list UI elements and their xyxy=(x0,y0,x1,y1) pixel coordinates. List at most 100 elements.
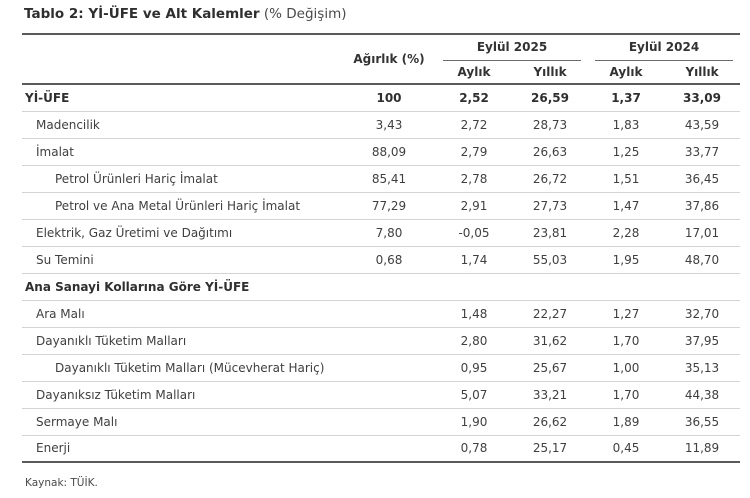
cell-yillik-2024: 11,89 xyxy=(664,434,740,462)
row-label: Su Temini xyxy=(22,245,342,273)
cell-yillik-2025: 23,81 xyxy=(512,218,588,246)
cell-aylik-2025: 5,07 xyxy=(436,380,512,408)
cell-weight: 77,29 xyxy=(342,191,436,219)
cell-aylik-2025: 2,79 xyxy=(436,137,512,165)
header-group-label-2024: Eylül 2024 xyxy=(595,36,733,61)
cell-yillik-2025: 28,73 xyxy=(512,110,588,138)
table-header: Ağırlık (%) Eylül 2025 Eylül 2024 Aylık … xyxy=(22,34,740,84)
header-weight: Ağırlık (%) xyxy=(353,52,425,66)
table-row: Ana Sanayi Kollarına Göre Yİ-ÜFE xyxy=(22,272,740,300)
cell-yillik-2024: 48,70 xyxy=(664,245,740,273)
data-table: Ağırlık (%) Eylül 2025 Eylül 2024 Aylık … xyxy=(22,33,740,463)
table-row: Yİ-ÜFE 100 2,52 26,59 1,37 33,09 xyxy=(22,84,740,111)
table-row: Sermaye Malı 1,90 26,62 1,89 36,55 xyxy=(22,407,740,435)
cell-weight xyxy=(342,299,436,327)
cell-aylik-2024: 1,00 xyxy=(588,353,664,381)
table-row: Dayanıksız Tüketim Malları 5,07 33,21 1,… xyxy=(22,380,740,408)
cell-yillik-2024: 43,59 xyxy=(664,110,740,138)
cell-yillik-2024: 36,45 xyxy=(664,164,740,192)
row-label: Petrol Ürünleri Hariç İmalat xyxy=(22,164,342,192)
cell-yillik-2025: 25,17 xyxy=(512,434,588,462)
cell-weight: 88,09 xyxy=(342,137,436,165)
row-label: Ana Sanayi Kollarına Göre Yİ-ÜFE xyxy=(22,272,342,300)
table-row: Ara Malı 1,48 22,27 1,27 32,70 xyxy=(22,299,740,327)
table-row: Elektrik, Gaz Üretimi ve Dağıtımı 7,80 -… xyxy=(22,218,740,246)
header-yillik-2024: Yıllık xyxy=(685,65,719,79)
cell-aylik-2024: 1,83 xyxy=(588,110,664,138)
cell-yillik-2025: 25,67 xyxy=(512,353,588,381)
cell-yillik-2025: 26,63 xyxy=(512,137,588,165)
table-row: Petrol Ürünleri Hariç İmalat 85,41 2,78 … xyxy=(22,164,740,192)
header-group-label-2025: Eylül 2025 xyxy=(443,36,581,61)
source-note: Kaynak: TÜİK. xyxy=(25,477,98,489)
cell-yillik-2024: 17,01 xyxy=(664,218,740,246)
cell-yillik-2024: 36,55 xyxy=(664,407,740,435)
cell-weight xyxy=(342,353,436,381)
cell-yillik-2025: 26,59 xyxy=(531,90,569,105)
cell-aylik-2024: 0,45 xyxy=(588,434,664,462)
table-row: Enerji 0,78 25,17 0,45 11,89 xyxy=(22,434,740,462)
cell-yillik-2025: 33,21 xyxy=(512,380,588,408)
table-row: Su Temini 0,68 1,74 55,03 1,95 48,70 xyxy=(22,245,740,273)
cell-weight: 100 xyxy=(376,90,402,105)
cell-aylik-2025: 0,78 xyxy=(436,434,512,462)
row-label: Enerji xyxy=(22,434,342,462)
cell-aylik-2025: 2,91 xyxy=(436,191,512,219)
header-year-row: Ağırlık (%) Eylül 2025 Eylül 2024 xyxy=(22,34,740,66)
cell-weight xyxy=(342,326,436,354)
table-title-suffix: (% Değişim) xyxy=(259,6,347,22)
cell-yillik-2025: 22,27 xyxy=(512,299,588,327)
cell-weight xyxy=(342,407,436,435)
table-body: Yİ-ÜFE 100 2,52 26,59 1,37 33,09 Madenci… xyxy=(22,84,740,462)
cell-yillik-2024: 37,95 xyxy=(664,326,740,354)
cell-weight: 85,41 xyxy=(342,164,436,192)
cell-yillik-2024: 32,70 xyxy=(664,299,740,327)
cell-aylik-2025: 2,80 xyxy=(436,326,512,354)
table-title: Tablo 2: Yİ-ÜFE ve Alt Kalemler xyxy=(24,6,260,22)
cell-aylik-2025: 2,72 xyxy=(436,110,512,138)
row-label: Yİ-ÜFE xyxy=(25,90,70,105)
row-label: Dayanıksız Tüketim Malları xyxy=(22,380,342,408)
cell-weight: 3,43 xyxy=(342,110,436,138)
row-label: İmalat xyxy=(22,137,342,165)
cell-yillik-2025 xyxy=(512,272,588,300)
cell-aylik-2025: 1,74 xyxy=(436,245,512,273)
row-label: Elektrik, Gaz Üretimi ve Dağıtımı xyxy=(22,218,342,246)
cell-aylik-2024: 1,51 xyxy=(588,164,664,192)
cell-yillik-2025: 26,72 xyxy=(512,164,588,192)
header-aylik-2025: Aylık xyxy=(457,65,491,79)
table-row: Dayanıklı Tüketim Malları (Mücevherat Ha… xyxy=(22,353,740,381)
header-sub-row: Aylık Yıllık Aylık Yıllık xyxy=(22,61,740,84)
cell-weight xyxy=(342,272,436,300)
cell-aylik-2025 xyxy=(436,272,512,300)
row-label: Sermaye Malı xyxy=(22,407,342,435)
cell-aylik-2025: -0,05 xyxy=(436,218,512,246)
cell-yillik-2024: 35,13 xyxy=(664,353,740,381)
row-label: Petrol ve Ana Metal Ürünleri Hariç İmala… xyxy=(22,191,342,219)
cell-aylik-2025: 1,90 xyxy=(436,407,512,435)
cell-weight: 0,68 xyxy=(342,245,436,273)
cell-aylik-2024: 1,70 xyxy=(588,326,664,354)
cell-weight xyxy=(342,434,436,462)
data-table-wrapper: Ağırlık (%) Eylül 2025 Eylül 2024 Aylık … xyxy=(22,33,740,463)
cell-yillik-2024: 33,77 xyxy=(664,137,740,165)
cell-yillik-2025: 31,62 xyxy=(512,326,588,354)
cell-yillik-2024: 44,38 xyxy=(664,380,740,408)
cell-aylik-2024: 1,25 xyxy=(588,137,664,165)
cell-yillik-2025: 27,73 xyxy=(512,191,588,219)
cell-yillik-2024 xyxy=(664,272,740,300)
cell-yillik-2025: 26,62 xyxy=(512,407,588,435)
header-group-eylul-2025: Eylül 2025 xyxy=(436,34,588,61)
row-label: Dayanıklı Tüketim Malları xyxy=(22,326,342,354)
table-row: Madencilik 3,43 2,72 28,73 1,83 43,59 xyxy=(22,110,740,138)
cell-weight xyxy=(342,380,436,408)
table-row: Dayanıklı Tüketim Malları 2,80 31,62 1,7… xyxy=(22,326,740,354)
header-empty-cell xyxy=(22,34,342,61)
cell-weight: 7,80 xyxy=(342,218,436,246)
cell-aylik-2024: 1,47 xyxy=(588,191,664,219)
cell-aylik-2025: 2,78 xyxy=(436,164,512,192)
row-label: Ara Malı xyxy=(22,299,342,327)
cell-aylik-2024: 1,95 xyxy=(588,245,664,273)
row-label: Madencilik xyxy=(22,110,342,138)
